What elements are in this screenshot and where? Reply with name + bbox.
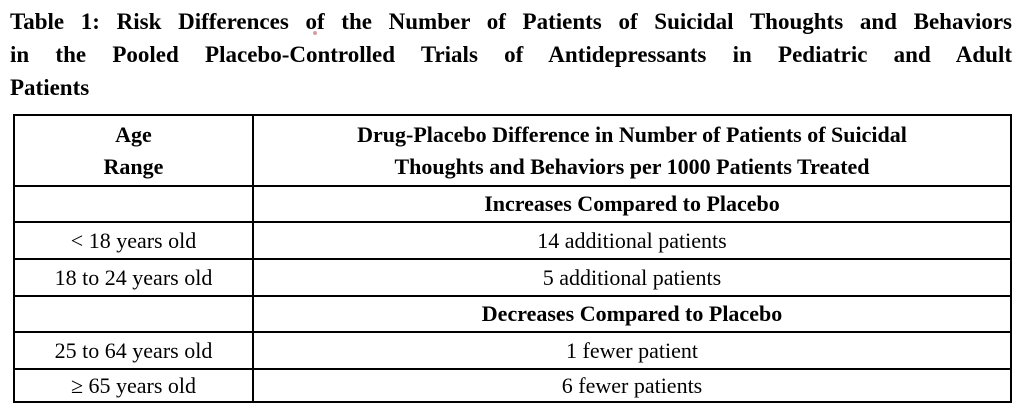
difference-cell: 1 fewer patient: [252, 331, 1012, 370]
table-row-25-to-64: 25 to 64 years old 1 fewer patient: [13, 331, 1012, 370]
decreases-section-heading: Decreases Compared to Placebo: [252, 295, 1012, 333]
table-row-18-to-24: 18 to 24 years old 5 additional patients: [13, 258, 1012, 297]
scan-artifact-dot: [313, 31, 317, 35]
caption-line-2: in the Pooled Placebo-Controlled Trials …: [10, 42, 1012, 67]
empty-age-cell: [13, 185, 254, 223]
decreases-section-row: Decreases Compared to Placebo: [13, 295, 1012, 333]
table-caption: Table 1: Risk Differences of the Number …: [10, 5, 1012, 104]
caption-line-1: Table 1: Risk Differences of the Number …: [10, 9, 1012, 34]
age-range-cell: < 18 years old: [13, 221, 254, 260]
age-range-column-header: Age Range: [13, 114, 254, 187]
table-row-65-plus: ≥ 65 years old 6 fewer patients: [13, 368, 1012, 403]
age-range-cell: 18 to 24 years old: [13, 258, 254, 297]
table-header-row: Age Range Drug-Placebo Difference in Num…: [13, 114, 1012, 187]
table-row-under-18: < 18 years old 14 additional patients: [13, 221, 1012, 260]
age-range-cell: ≥ 65 years old: [13, 368, 254, 403]
difference-column-header: Drug-Placebo Difference in Number of Pat…: [252, 114, 1012, 187]
difference-cell: 5 additional patients: [252, 258, 1012, 297]
age-range-cell: 25 to 64 years old: [13, 331, 254, 370]
increases-section-row: Increases Compared to Placebo: [13, 185, 1012, 223]
empty-age-cell: [13, 295, 254, 333]
risk-difference-table: Age Range Drug-Placebo Difference in Num…: [13, 114, 1012, 403]
difference-cell: 6 fewer patients: [252, 368, 1012, 403]
difference-cell: 14 additional patients: [252, 221, 1012, 260]
caption-line-3: Patients: [10, 75, 90, 100]
increases-section-heading: Increases Compared to Placebo: [252, 185, 1012, 223]
